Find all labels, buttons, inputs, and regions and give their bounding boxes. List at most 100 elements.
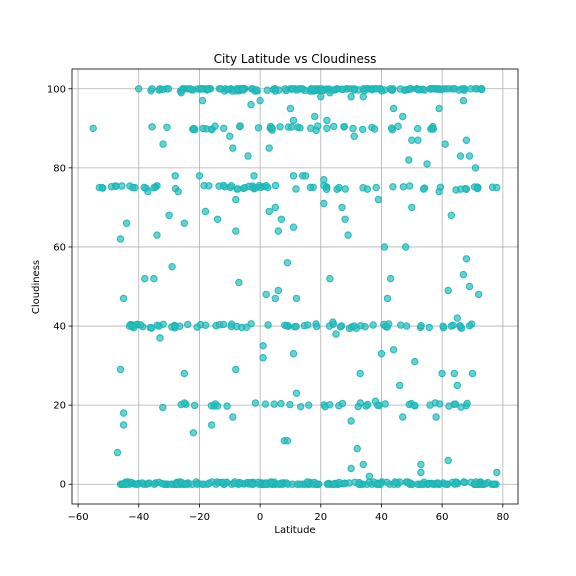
data-point — [122, 219, 131, 227]
data-point — [201, 207, 210, 216]
data-point — [359, 93, 367, 101]
data-point — [201, 321, 210, 329]
data-point — [329, 480, 338, 488]
data-point — [414, 124, 422, 133]
data-point — [251, 399, 260, 407]
data-point — [264, 183, 272, 192]
data-point — [323, 480, 332, 488]
data-point — [107, 183, 116, 191]
data-point — [444, 456, 452, 465]
data-point — [230, 480, 238, 488]
y-tick-label: 80 — [53, 163, 66, 174]
data-point — [405, 182, 414, 190]
data-point — [304, 321, 312, 329]
data-point — [451, 400, 460, 408]
x-tick-label: 40 — [375, 512, 388, 523]
data-point — [301, 172, 310, 180]
data-point — [116, 235, 125, 243]
data-point — [236, 122, 244, 130]
data-point — [220, 124, 228, 133]
data-point — [268, 124, 276, 133]
data-point — [133, 480, 141, 488]
data-point — [234, 185, 242, 193]
data-point — [286, 400, 294, 409]
data-point — [150, 480, 159, 488]
data-point — [493, 468, 501, 477]
data-point — [396, 381, 404, 390]
data-point — [493, 183, 501, 192]
data-point — [250, 172, 258, 180]
data-point — [470, 480, 479, 488]
data-point — [292, 294, 301, 303]
y-tick-label: 60 — [53, 242, 66, 253]
data-point — [198, 480, 207, 488]
data-point — [189, 429, 198, 437]
data-point — [226, 132, 234, 140]
data-point — [288, 123, 296, 131]
data-point — [359, 85, 367, 93]
data-point — [306, 183, 315, 192]
data-point — [320, 176, 328, 184]
data-point — [144, 187, 152, 196]
data-point — [305, 401, 313, 409]
data-point — [336, 323, 345, 331]
data-point — [389, 104, 398, 113]
data-point — [229, 144, 237, 152]
data-point — [259, 354, 267, 362]
data-point — [254, 124, 263, 132]
data-point — [447, 322, 455, 330]
data-point — [270, 400, 278, 408]
data-point — [439, 322, 447, 330]
data-point — [380, 320, 388, 329]
data-point — [326, 89, 334, 97]
data-point — [314, 122, 322, 130]
data-point — [227, 182, 236, 190]
data-point — [429, 85, 437, 93]
data-point — [163, 123, 171, 132]
data-point — [372, 85, 381, 93]
data-point — [227, 322, 236, 331]
data-point — [465, 282, 474, 291]
data-point — [429, 125, 437, 133]
data-point — [365, 472, 373, 480]
data-point — [177, 89, 185, 97]
data-point — [435, 104, 443, 113]
data-point — [153, 231, 161, 239]
data-point — [238, 85, 247, 93]
data-point — [148, 85, 156, 93]
data-point — [372, 183, 380, 192]
data-point — [171, 172, 179, 180]
data-point — [353, 444, 361, 453]
data-point — [292, 389, 301, 397]
data-point — [471, 164, 480, 172]
data-point — [283, 437, 292, 445]
data-point — [408, 203, 416, 212]
data-point — [271, 203, 279, 212]
data-point — [297, 403, 305, 411]
data-point — [423, 160, 431, 168]
data-point — [457, 403, 465, 411]
data-point — [377, 350, 386, 358]
data-point — [262, 290, 270, 299]
data-point — [265, 207, 273, 216]
data-point — [224, 85, 232, 94]
x-tick-label: −40 — [128, 512, 149, 523]
data-point — [370, 125, 379, 133]
data-point — [203, 85, 212, 93]
data-point — [330, 122, 338, 131]
data-point — [323, 124, 331, 133]
data-point — [122, 480, 130, 488]
data-point — [281, 321, 289, 329]
data-point — [98, 183, 107, 192]
data-point — [198, 96, 207, 105]
data-point — [404, 478, 412, 486]
data-point — [184, 320, 192, 329]
data-point — [190, 401, 199, 410]
data-point — [477, 85, 486, 93]
data-point — [276, 123, 284, 131]
data-point — [417, 468, 425, 477]
data-point — [129, 183, 137, 192]
data-point — [329, 318, 337, 326]
data-point — [405, 156, 413, 164]
